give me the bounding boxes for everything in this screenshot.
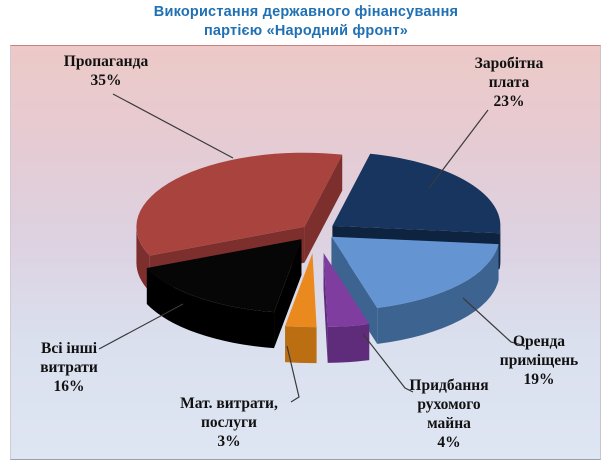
- leader-line-material-services: [286, 345, 300, 403]
- slice-label-other-expenses: Всі інші витрати 16%: [40, 340, 98, 395]
- pie-slice-other-expenses: [146, 239, 302, 349]
- pie-slice-movable-property: [323, 252, 370, 363]
- slice-label-movable-property: Придбання рухомого майна 4%: [409, 377, 489, 451]
- chart-title: Використання державного фінансування пар…: [0, 3, 612, 41]
- leader-line-other-expenses: [98, 303, 184, 350]
- slice-label-propaganda: Пропаганда 35%: [63, 53, 149, 89]
- slice-label-salary: Заробітна плата 23%: [474, 55, 544, 110]
- leader-line-rent-premises: [462, 297, 526, 347]
- slice-label-rent-premises: Оренда приміщень 19%: [499, 333, 579, 388]
- pie-slice-material-services: [285, 253, 317, 364]
- leader-lines: [98, 93, 526, 403]
- slice-label-material-services: Мат. витрати, послуги 3%: [180, 395, 278, 450]
- chart-title-line2: партією «Народний фронт»: [203, 23, 409, 39]
- plot-area: Пропаганда 35% Заробітна плата 23% Оренд…: [10, 45, 601, 460]
- chart-title-line1: Використання державного фінансування: [153, 4, 459, 20]
- pie-slice-rent-premises: [331, 236, 499, 344]
- leader-line-salary: [428, 109, 489, 189]
- leader-line-propaganda: [112, 93, 234, 159]
- leader-line-movable-property: [362, 333, 414, 393]
- pie-chart: [98, 93, 526, 403]
